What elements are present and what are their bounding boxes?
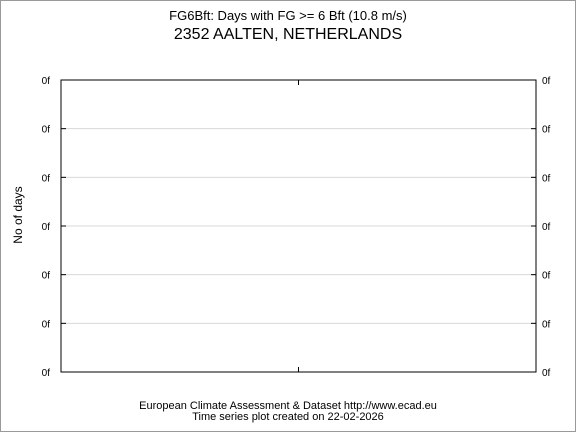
y-tick-label-left: 0f bbox=[42, 173, 51, 184]
y-tick-label-right: 0f bbox=[542, 319, 551, 330]
y-tick-label-right: 0f bbox=[542, 76, 551, 87]
chart-subtitle: 2352 AALTEN, NETHERLANDS bbox=[173, 26, 403, 43]
y-tick-label-left: 0f bbox=[42, 319, 51, 330]
footer-source: European Climate Assessment & Dataset ht… bbox=[139, 400, 437, 412]
y-tick-label-left: 0f bbox=[42, 125, 51, 136]
y-tick-label-left: 0f bbox=[42, 76, 51, 87]
y-tick-label-right: 0f bbox=[542, 125, 551, 136]
chart-title: FG6Bft: Days with FG >= 6 Bft (10.8 m/s) bbox=[169, 8, 407, 23]
y-tick-label-left: 0f bbox=[42, 368, 51, 379]
y-tick-label-right: 0f bbox=[542, 222, 551, 233]
y-tick-label-left: 0f bbox=[42, 271, 51, 282]
footer-created: Time series plot created on 22-02-2026 bbox=[192, 411, 384, 423]
y-tick-label-right: 0f bbox=[542, 173, 551, 184]
y-tick-label-left: 0f bbox=[42, 222, 51, 233]
y-tick-label-right: 0f bbox=[542, 271, 551, 282]
y-tick-label-right: 0f bbox=[542, 368, 551, 379]
